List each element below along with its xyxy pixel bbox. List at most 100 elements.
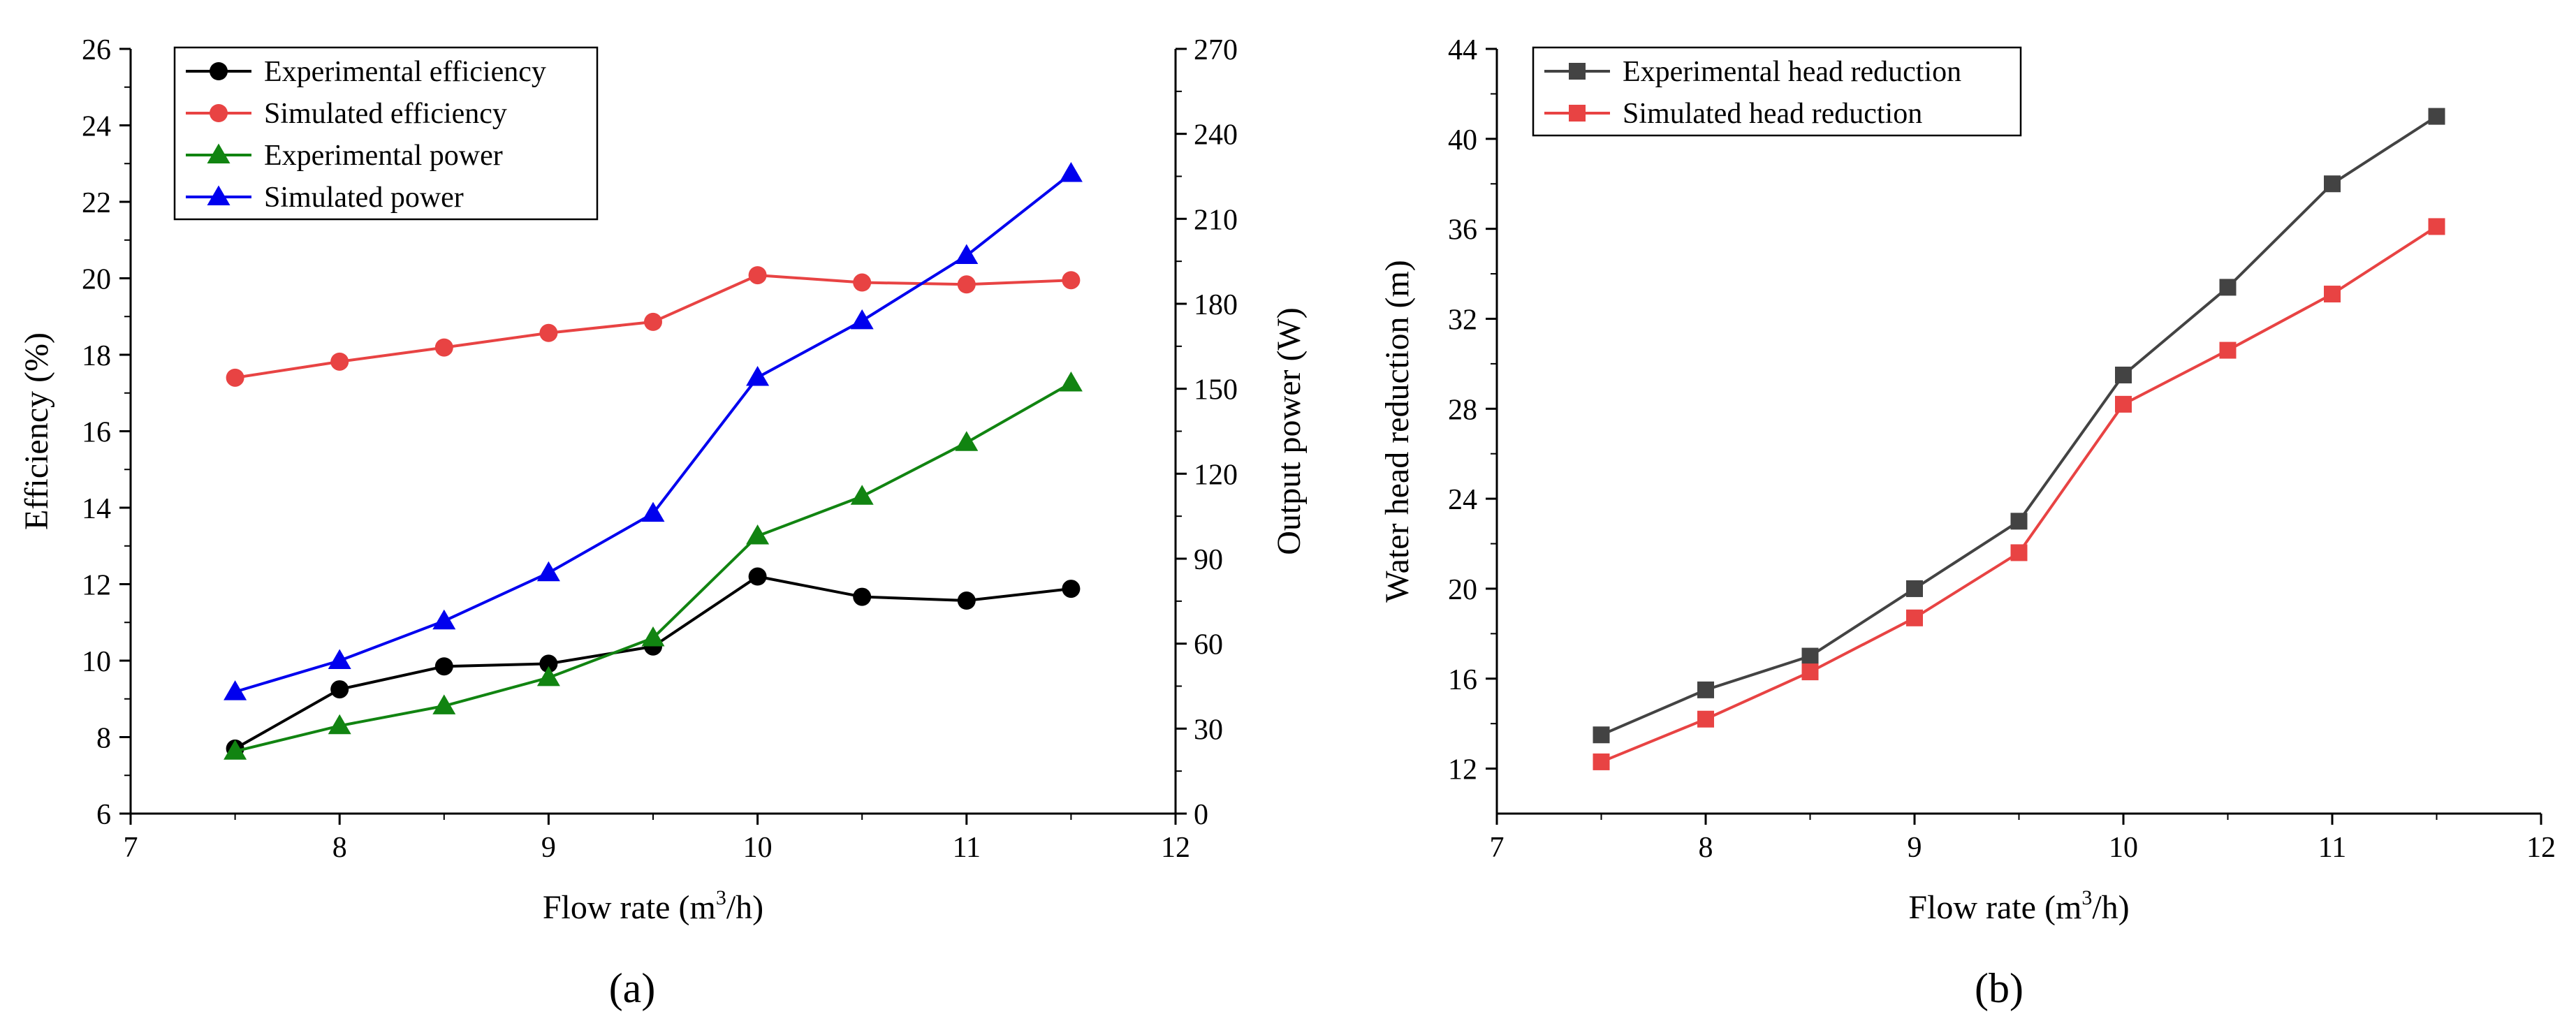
- y-tick-label: 26: [82, 34, 111, 66]
- legend-swatch-marker: [1569, 63, 1586, 80]
- data-point: [328, 649, 351, 669]
- y-tick-label: 22: [82, 187, 111, 219]
- y2-tick-label: 90: [1194, 544, 1223, 576]
- data-point: [1593, 726, 1610, 744]
- data-point: [1801, 647, 1819, 665]
- series-1: [226, 266, 1081, 387]
- data-point: [957, 275, 976, 294]
- chart-panel-b: 7 8 9 10 11 12 12 16 20 24 28 32 36 40 44 Flow rate (m3…: [1379, 34, 2556, 1011]
- y-tick-label: 18: [82, 340, 111, 372]
- x-tick-label: 9: [541, 832, 556, 864]
- x-axis-label-main: Flow rate (m: [1908, 889, 2081, 926]
- data-point: [224, 680, 247, 700]
- data-point: [644, 312, 662, 331]
- data-point: [748, 567, 767, 586]
- y2-tick-label: 0: [1194, 799, 1208, 831]
- data-point: [224, 740, 247, 760]
- data-point: [2428, 108, 2445, 125]
- y2-axis-label: Output power (W): [1271, 307, 1308, 555]
- series-2: [224, 372, 1083, 760]
- data-point: [957, 592, 976, 610]
- x-tick-label: 11: [953, 832, 981, 864]
- legend-swatch-marker: [1569, 105, 1586, 122]
- x-tick-label: 12: [1161, 832, 1190, 864]
- x-tick-label: 12: [2526, 832, 2556, 864]
- data-point: [536, 561, 560, 582]
- x-tick-label: 11: [2318, 832, 2346, 864]
- legend-swatch-marker: [210, 62, 228, 80]
- data-point: [2219, 341, 2237, 359]
- y-tick-label: 36: [1448, 214, 1477, 247]
- series-0: [1593, 108, 2445, 744]
- data-point: [330, 680, 349, 699]
- chart-panel-a: 7 8 9 10 11 12 6 8 10 12 14 16 18 20 22 24 26 0 30 60 90 120 1…: [18, 34, 1308, 1011]
- y-axis-label: Efficiency (%): [18, 332, 55, 530]
- data-point: [955, 431, 979, 451]
- data-point: [1697, 681, 1714, 698]
- legend-label: Simulated power: [264, 182, 464, 214]
- data-point: [1906, 580, 1923, 597]
- data-point: [1059, 161, 1083, 182]
- y-tick-label: 24: [1448, 484, 1477, 516]
- legend-label: Simulated head reduction: [1623, 98, 1922, 130]
- y2-tick-label: 180: [1194, 289, 1238, 321]
- legend-swatch-marker: [210, 104, 228, 122]
- y2-tick-label: 240: [1194, 119, 1238, 152]
- data-point: [641, 501, 665, 522]
- series-0: [226, 567, 1081, 758]
- y2-tick-label: 60: [1194, 629, 1223, 661]
- y-tick-label: 12: [1448, 754, 1477, 786]
- y-tick-label: 10: [82, 646, 111, 678]
- data-point: [1062, 580, 1081, 598]
- y-axis-label: Water head reduction (m): [1379, 260, 1416, 603]
- legend-label: Experimental power: [264, 140, 503, 172]
- y2-tick-label: 120: [1194, 459, 1238, 491]
- legend-box: [173, 46, 599, 221]
- y-tick-label: 14: [82, 493, 111, 525]
- y-tick-label: 24: [82, 111, 111, 143]
- y2-tick-label: 30: [1194, 714, 1223, 746]
- y-tick-label: 32: [1448, 304, 1477, 336]
- legend-box: [1532, 46, 2022, 137]
- x-tick-label: 8: [1699, 832, 1713, 864]
- data-point: [434, 338, 453, 357]
- y2-tick-label: 270: [1194, 34, 1238, 66]
- y-tick-label: 8: [96, 723, 111, 755]
- legend: Experimental efficiency Simulated efficie…: [173, 46, 599, 221]
- data-point: [432, 694, 456, 714]
- data-point: [330, 352, 349, 371]
- x-tick-label: 7: [124, 832, 138, 864]
- series-3: [224, 161, 1083, 700]
- data-point: [1593, 753, 1610, 770]
- legend-label: Simulated efficiency: [264, 98, 507, 130]
- data-point: [539, 323, 558, 342]
- data-point: [2219, 279, 2237, 296]
- data-point: [641, 626, 665, 647]
- data-point: [2010, 544, 2028, 561]
- series-1: [1593, 218, 2445, 770]
- data-point: [539, 654, 558, 673]
- x-axis-label-main: Flow rate (m: [543, 889, 716, 926]
- legend-label: Experimental efficiency: [264, 56, 546, 88]
- panel-label: (b): [1975, 965, 2024, 1011]
- y-tick-label: 16: [1448, 664, 1477, 696]
- y2-tick-label: 150: [1194, 374, 1238, 406]
- y-tick-label: 12: [82, 570, 111, 602]
- x-axis-label: Flow rate (m3/h): [1908, 886, 2129, 926]
- y-tick-label: 40: [1448, 124, 1477, 156]
- x-axis-label-sup: 3: [716, 886, 726, 909]
- panel-label: (a): [609, 965, 656, 1011]
- data-point: [748, 266, 767, 285]
- x-axis-label-sup: 3: [2081, 886, 2092, 909]
- data-point: [1906, 609, 1923, 626]
- legend-swatch-marker: [207, 143, 230, 163]
- data-point: [1059, 372, 1083, 392]
- y-tick-label: 44: [1448, 34, 1477, 66]
- data-point: [226, 368, 244, 387]
- y2-tick-label: 210: [1194, 204, 1238, 236]
- x-tick-label: 9: [1908, 832, 1922, 864]
- data-point: [2324, 286, 2341, 303]
- data-point: [434, 657, 453, 676]
- data-point: [536, 666, 560, 686]
- y-tick-label: 16: [82, 417, 111, 449]
